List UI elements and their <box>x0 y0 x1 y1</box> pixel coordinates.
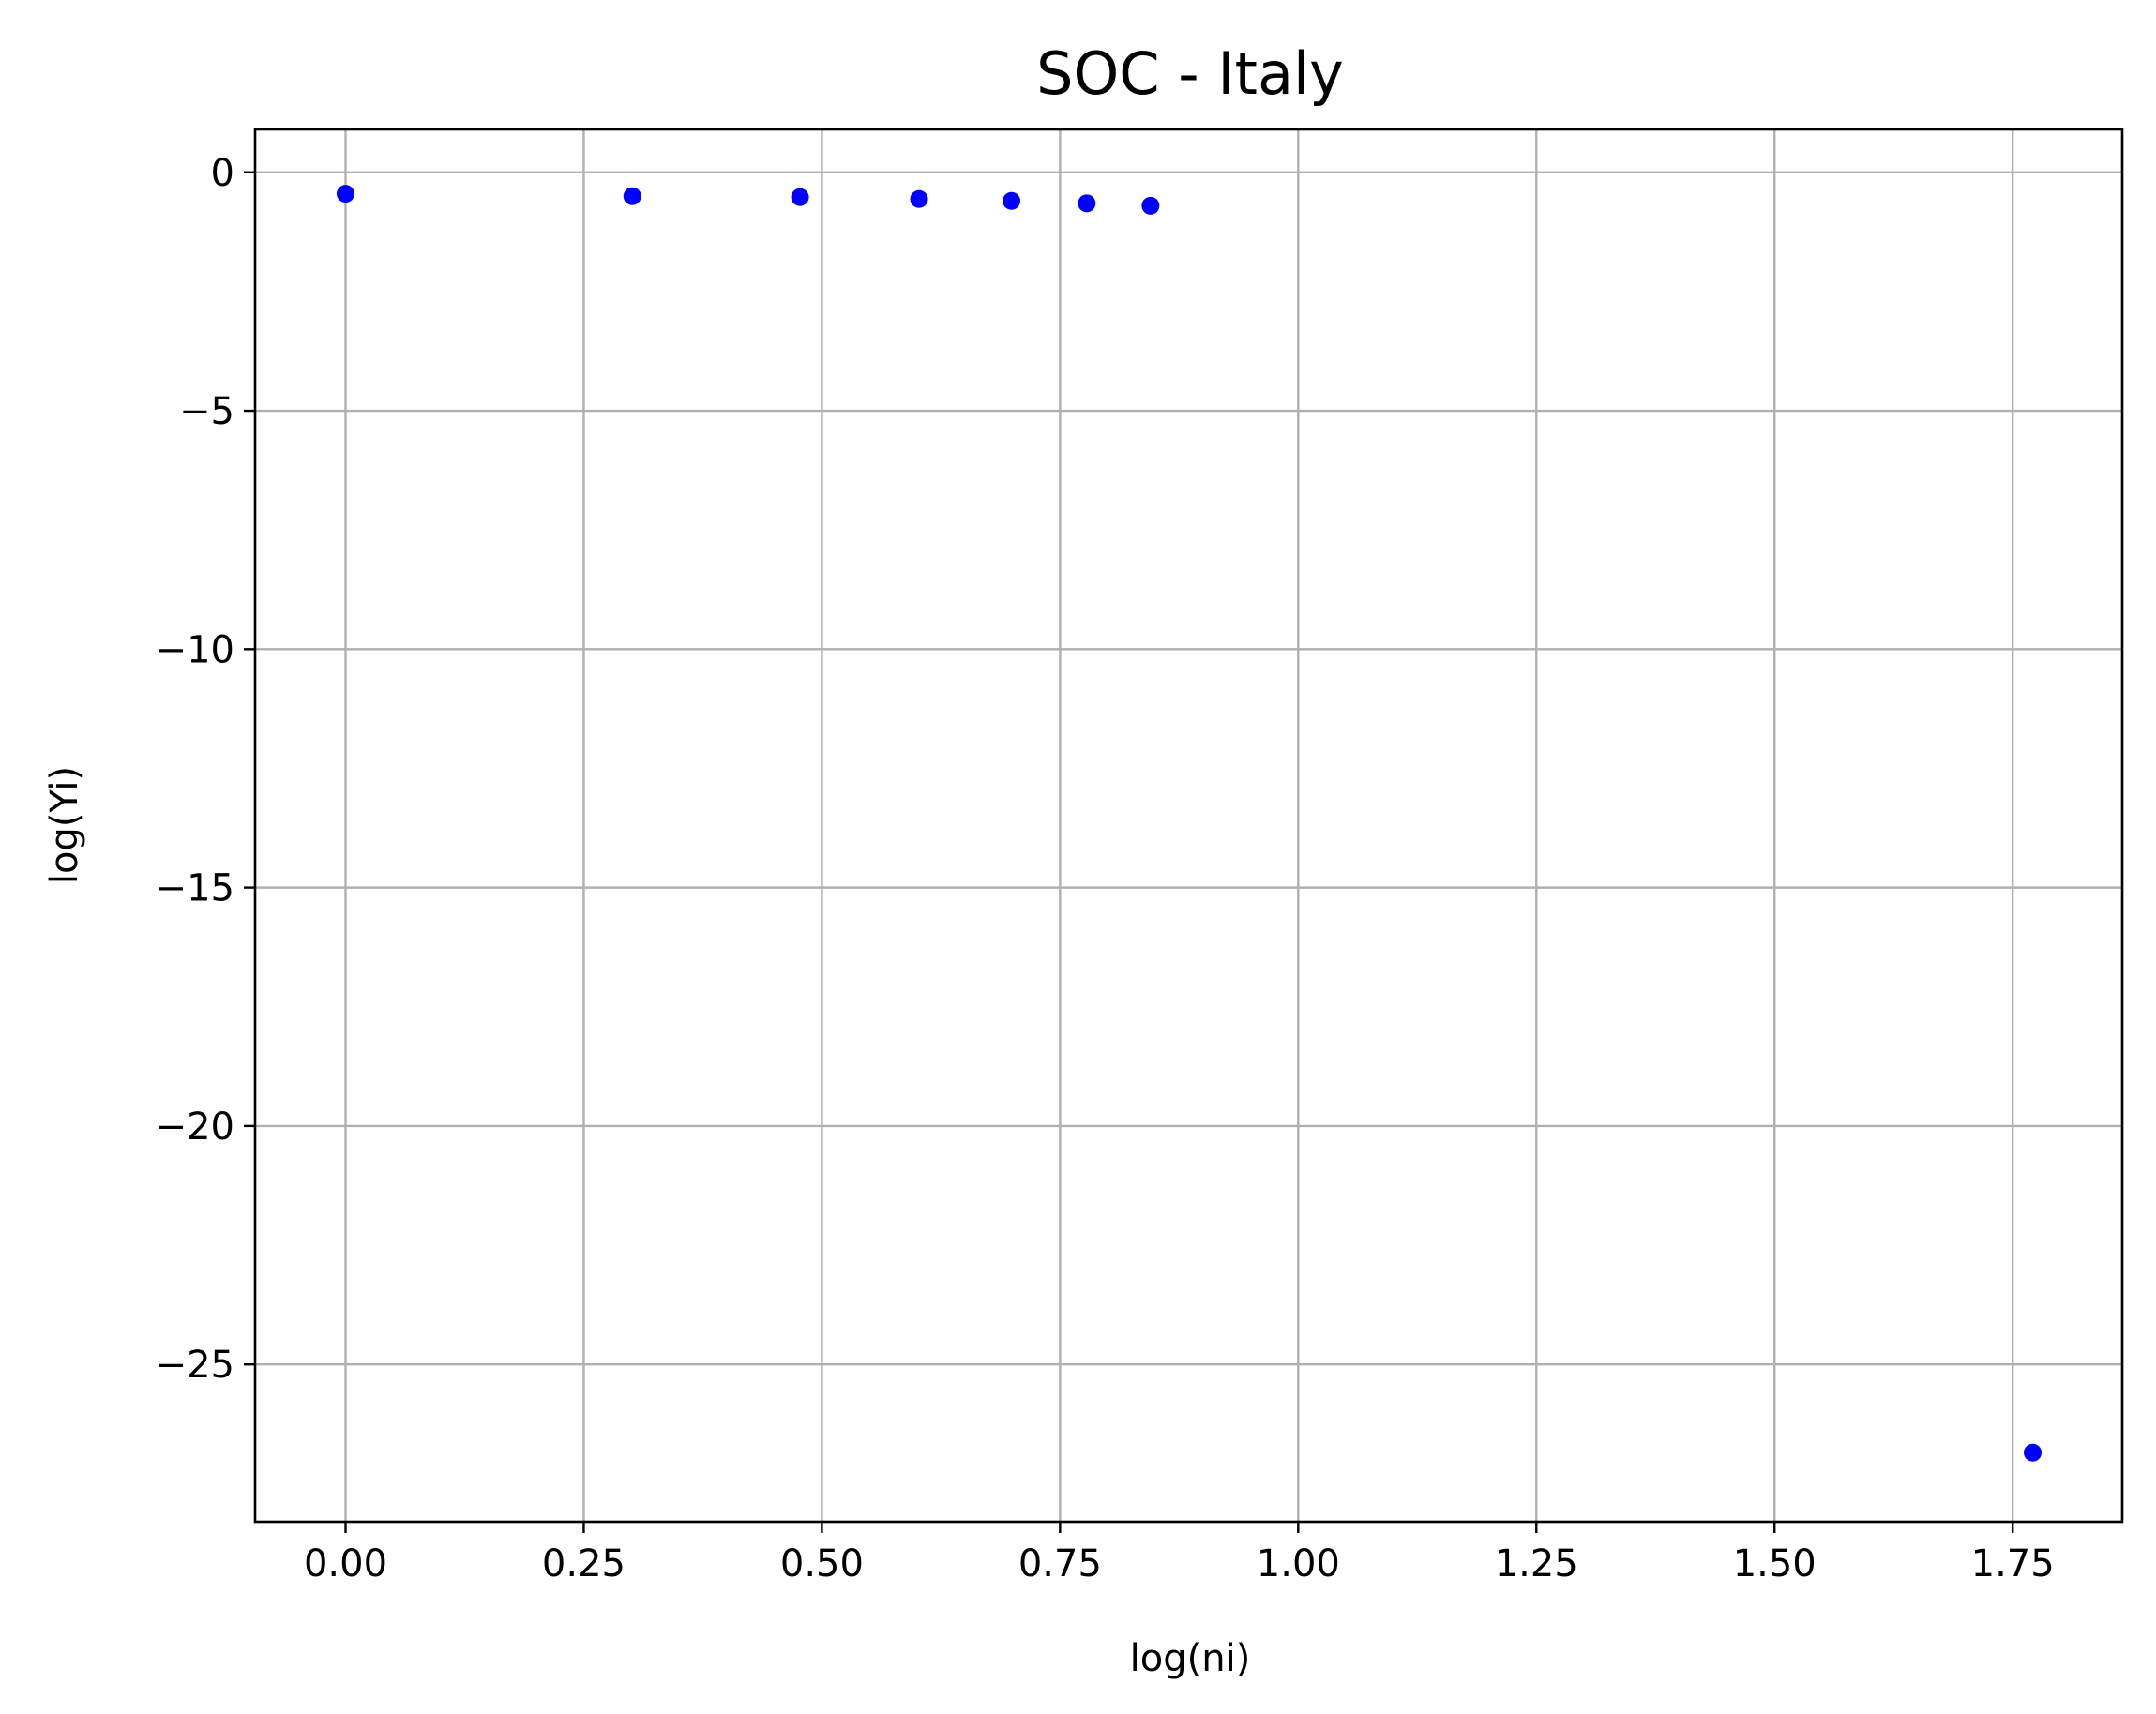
x-tick-label: 1.50 <box>1733 1542 1817 1586</box>
data-point <box>337 185 355 203</box>
x-tick-label: 0.75 <box>1018 1542 1102 1586</box>
y-axis-label: log(Yi) <box>43 766 86 884</box>
x-axis-label: log(ni) <box>1130 1637 1251 1680</box>
x-tick-label: 1.00 <box>1257 1542 1340 1586</box>
y-tick-label: −25 <box>156 1344 234 1387</box>
y-tick-label: −10 <box>156 628 234 671</box>
data-point <box>791 188 809 206</box>
data-point <box>2024 1443 2043 1462</box>
data-point <box>1141 196 1160 215</box>
grid <box>255 129 2122 1522</box>
y-tick-label: −5 <box>179 390 234 433</box>
x-tick-label: 0.00 <box>304 1542 387 1586</box>
y-tick-label: 0 <box>211 152 234 195</box>
x-tick-label: 0.25 <box>542 1542 626 1586</box>
data-point <box>1003 191 1021 210</box>
x-tick-label: 0.50 <box>780 1542 864 1586</box>
data-point <box>910 189 928 208</box>
data-points <box>337 185 2043 1462</box>
plot-frame <box>253 128 2124 1524</box>
y-tick-label: −15 <box>156 867 234 910</box>
x-tick-label: 1.25 <box>1495 1542 1578 1586</box>
chart-title: SOC - Italy <box>1036 39 1344 108</box>
data-point <box>623 187 641 205</box>
y-tick-label: −20 <box>156 1105 234 1149</box>
axis-ticks: 0.00 0.25 0.50 0.75 1.00 1.25 1.50 1.75 0 −5 −10 −1… <box>156 152 2055 1586</box>
data-point <box>1078 194 1096 213</box>
x-tick-label: 1.75 <box>1971 1542 2055 1586</box>
